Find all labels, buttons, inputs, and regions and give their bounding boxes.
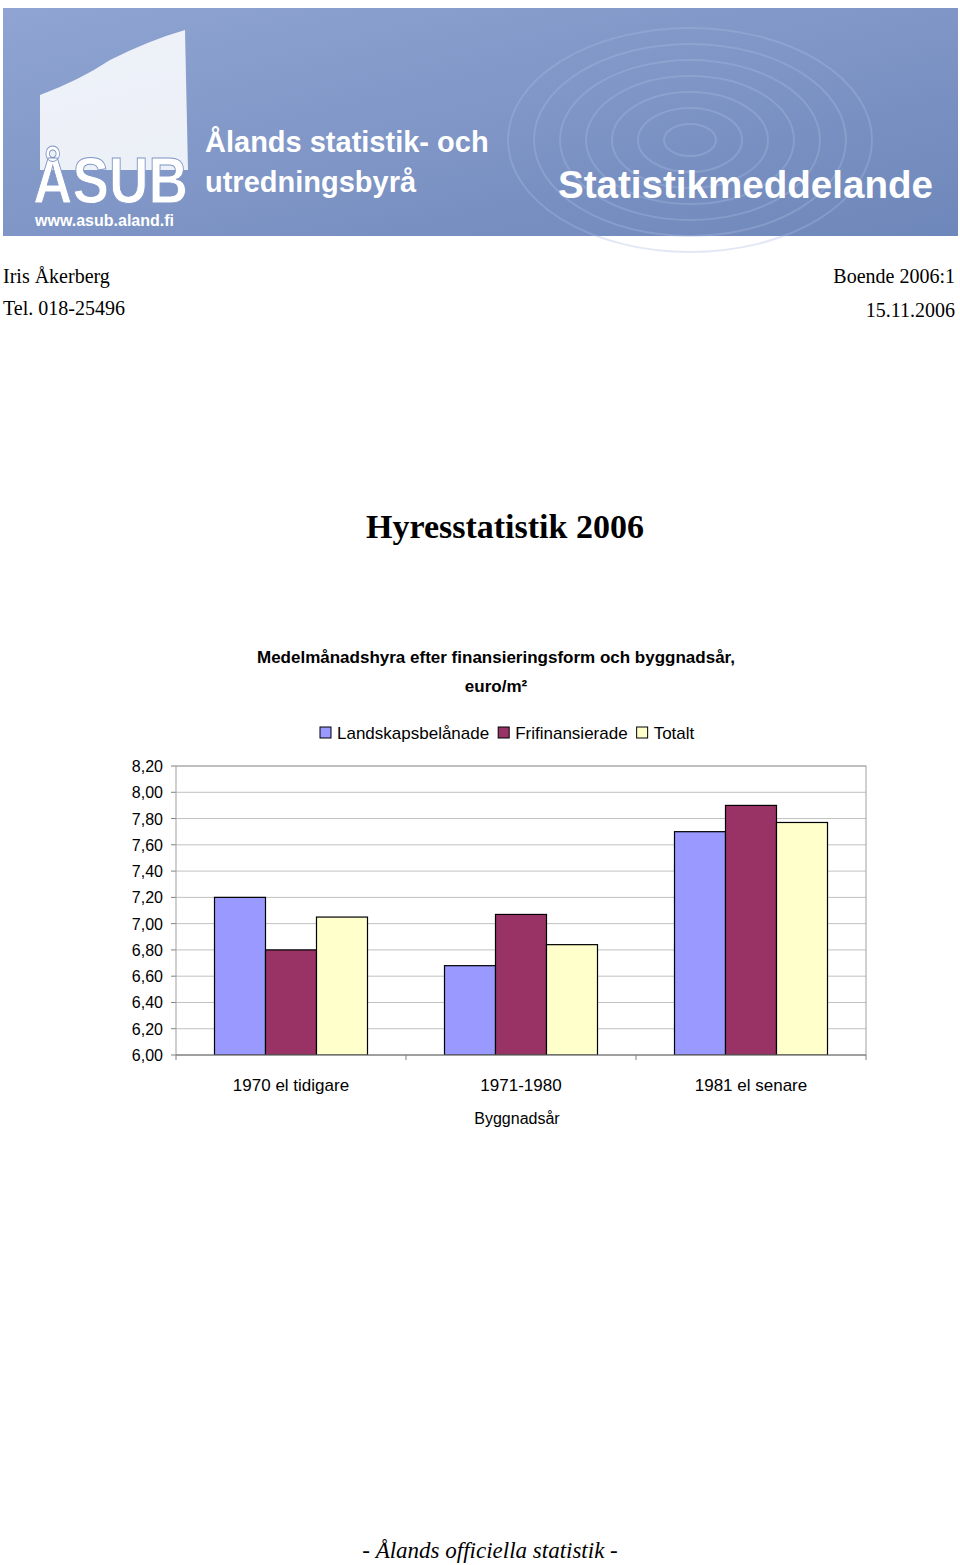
banner-ripple — [508, 28, 872, 252]
bar — [547, 945, 598, 1055]
y-tick — [171, 1002, 176, 1003]
banner-org: utredningsbyrå — [205, 166, 417, 198]
banner-ripple — [664, 124, 716, 156]
legend-label: Frifinansierade — [515, 724, 627, 743]
bar — [496, 914, 547, 1055]
banner-series: Statistikmeddelande — [558, 164, 933, 206]
x-tick — [866, 1055, 867, 1060]
heading: Hyresstatistik 2006 — [366, 508, 644, 545]
legend-swatch — [320, 727, 331, 738]
chart-title: Medelmånadshyra efter finansieringsform … — [257, 648, 735, 696]
y-tick-label: 8,20 — [132, 758, 163, 775]
issue: Boende 2006:1 — [833, 265, 955, 287]
x-tick — [176, 1055, 177, 1060]
bar — [266, 950, 317, 1055]
y-tick-label: 8,00 — [132, 784, 163, 801]
y-tick — [171, 818, 176, 819]
y-tick-label: 7,60 — [132, 837, 163, 854]
y-tick-label: 6,20 — [132, 1021, 163, 1038]
bar — [317, 917, 368, 1055]
x-tick-label: 1981 el senare — [695, 1076, 807, 1095]
x-tick — [636, 1055, 637, 1060]
y-tick-label: 7,00 — [132, 916, 163, 933]
banner-org: Ålands statistik- och — [205, 126, 489, 158]
x-tick-label: 1971-1980 — [480, 1076, 561, 1095]
banner — [3, 8, 958, 236]
y-tick-label: 6,40 — [132, 994, 163, 1011]
legend-swatch — [637, 727, 648, 738]
footer: - Ålands officiella statistik - — [362, 1538, 618, 1563]
y-tick — [171, 766, 176, 767]
bar — [726, 805, 777, 1055]
banner-url: www.asub.aland.fi — [34, 212, 174, 229]
y-tick-label: 7,40 — [132, 863, 163, 880]
bars — [215, 805, 828, 1055]
x-tick-label: 1970 el tidigare — [233, 1076, 349, 1095]
grid-line — [176, 792, 866, 793]
x-axis-label: Byggnadsår — [474, 1110, 560, 1127]
y-tick — [171, 1055, 176, 1056]
y-tick — [171, 976, 176, 977]
y-tick — [171, 844, 176, 845]
bar — [215, 897, 266, 1055]
page: ÅSUBwww.asub.aland.fi Ålands statistik- o… — [0, 0, 960, 1565]
grid-line — [176, 1055, 866, 1056]
logo-text: ÅSUB — [33, 145, 188, 217]
y-tick-label: 7,80 — [132, 811, 163, 828]
bar — [675, 832, 726, 1055]
banner-ripple — [638, 108, 742, 172]
x-tick — [406, 1055, 407, 1060]
banner-ripple — [534, 44, 846, 236]
y-tick — [171, 949, 176, 950]
y-tick — [171, 792, 176, 793]
y-tick-label: 7,20 — [132, 889, 163, 906]
author: Iris Åkerberg — [3, 265, 110, 288]
y-tick — [171, 1028, 176, 1029]
bar — [445, 966, 496, 1055]
y-tick-label: 6,80 — [132, 942, 163, 959]
legend-label: Totalt — [654, 724, 695, 743]
y-tick — [171, 897, 176, 898]
legend-label: Landskapsbelånade — [337, 724, 489, 743]
y-tick — [171, 871, 176, 872]
date: 15.11.2006 — [866, 299, 955, 321]
legend-swatch — [498, 727, 509, 738]
y-tick-label: 6,00 — [132, 1047, 163, 1064]
y-tick-label: 6,60 — [132, 968, 163, 985]
phone: Tel. 018-25496 — [3, 297, 125, 319]
x-axis — [176, 1055, 866, 1056]
y-tick — [171, 923, 176, 924]
plot-frame — [176, 766, 866, 1055]
legend: Landskapsbelånade Frifinansierade Totalt — [320, 724, 695, 743]
bar — [777, 822, 828, 1055]
